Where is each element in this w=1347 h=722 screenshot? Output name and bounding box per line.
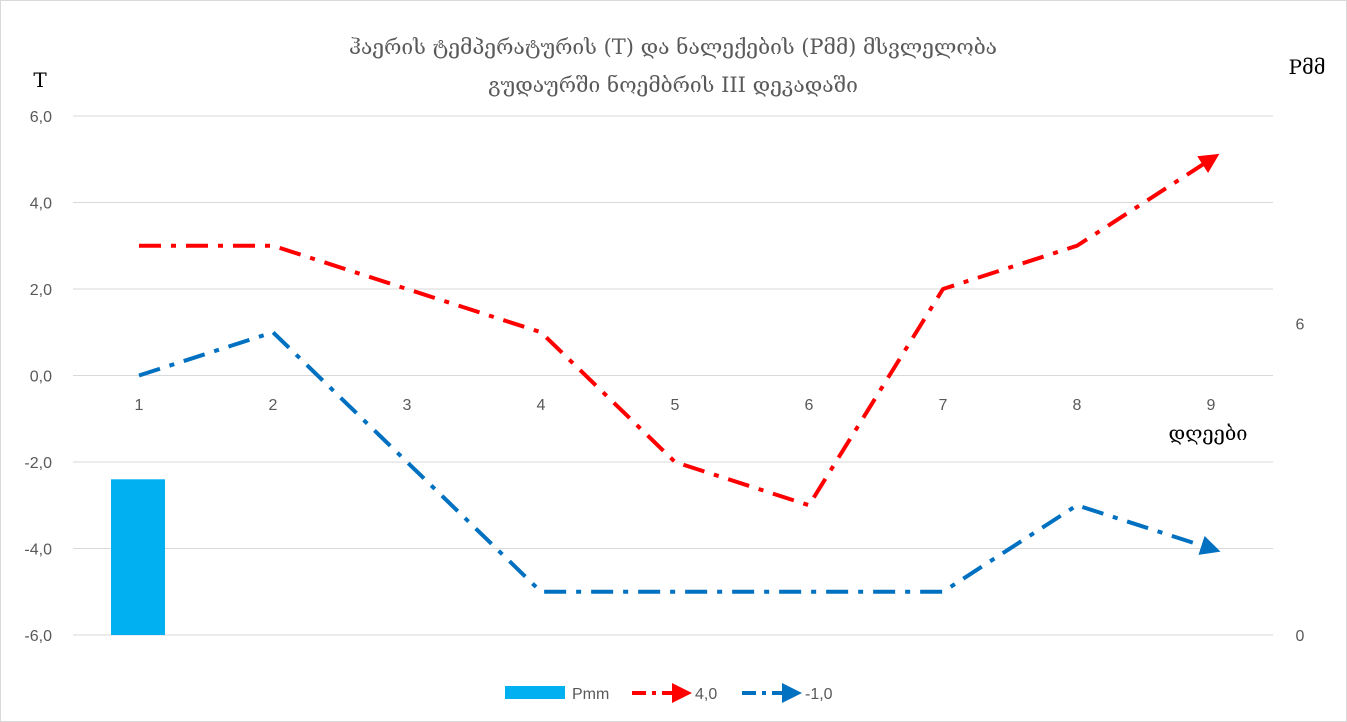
y-right-axis-title: Pმმ: [1289, 55, 1326, 79]
x-tick-label: 6: [805, 397, 814, 414]
chart-title-line-2: გუდაურში ნოემბრის III დეკადაში: [488, 73, 858, 97]
bar-series-layer: [111, 479, 165, 635]
legend: Pmm 4,0 -1,0: [505, 683, 833, 703]
line-series-blue: [138, 330, 1221, 594]
y-left-tick-label: 2,0: [30, 282, 52, 299]
line-series-red: [139, 153, 1220, 508]
y-left-tick-label: 6,0: [30, 109, 52, 126]
y-right-tick-label: 6: [1296, 317, 1305, 334]
x-axis-title: დღეები: [1169, 421, 1248, 445]
x-tick-label: 3: [403, 397, 412, 414]
line-series-layer: [138, 153, 1221, 594]
y-left-tick-label: -2,0: [24, 455, 52, 472]
y-left-tick-labels: 6,0 4,0 2,0 0,0 -2,0 -4,0 -6,0: [24, 109, 52, 645]
x-tick-label: 7: [939, 397, 948, 414]
x-tick-label: 8: [1073, 397, 1082, 414]
y-left-tick-label: -4,0: [24, 542, 52, 559]
y-left-tick-label: -6,0: [24, 628, 52, 645]
x-tick-label: 1: [135, 397, 144, 414]
bar-pmm: [111, 479, 165, 635]
x-tick-label: 2: [269, 397, 278, 414]
y-right-tick-label: 0: [1296, 628, 1305, 645]
chart-title-line-1: ჰაერის ტემპერატურის (T) და ნალექების (Pმ…: [349, 35, 997, 59]
x-tick-label: 5: [671, 397, 680, 414]
x-tick-label: 4: [537, 397, 546, 414]
y-left-tick-label: 0,0: [30, 369, 52, 386]
y-left-tick-label: 4,0: [30, 196, 52, 213]
legend-label: 4,0: [695, 686, 717, 703]
legend-label: -1,0: [805, 686, 833, 703]
legend-label-pmm: Pmm: [572, 686, 609, 703]
gridlines: [73, 115, 1273, 636]
legend-swatch-pmm: [505, 686, 565, 699]
y-right-tick-labels: 60: [1296, 317, 1305, 645]
x-tick-labels: 1 2 3 4 5 6 7 8 9: [135, 397, 1216, 414]
y-left-axis-title: T: [33, 68, 47, 92]
x-tick-label: 9: [1207, 397, 1216, 414]
